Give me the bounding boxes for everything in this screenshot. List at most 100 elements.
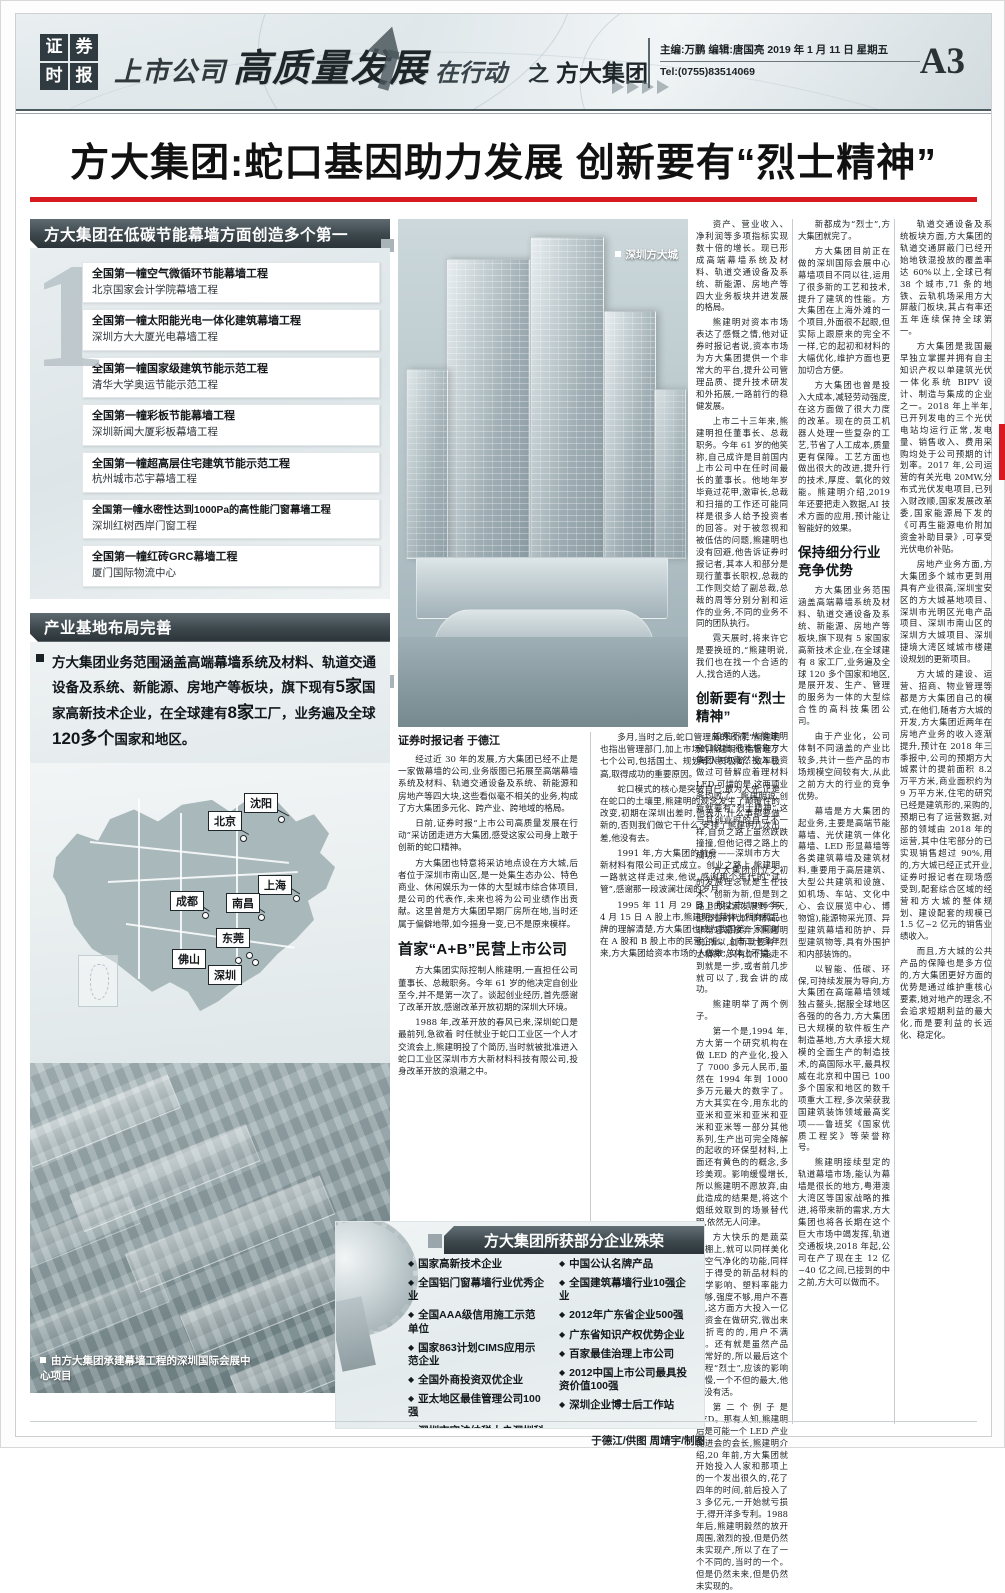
map-city-label: 成都 [170, 890, 204, 911]
aerial-caption-text: 由方大集团承建幕墙工程的深圳国际会展中心项目 [40, 1355, 251, 1382]
headline-block: 方大集团:蛇口基因助力发展 创新要有“烈士精神” [16, 132, 991, 202]
paragraph: 1988 年,改革开放的春风已来,深圳蛇口是最前列,急欲着 时任就业于蛇口工业区… [398, 1018, 578, 1077]
article-column-3: 轨道交通设备及系统板块方面,方大集团的轨道交通屏蔽门已经开始地铁混投放的覆盖率达… [900, 219, 992, 1424]
paragraph: 方大集团创立之初的发展理念就是主任技术、创新为新,但是到之路上的探索发展到今天,… [696, 865, 788, 995]
content-area: 方大集团在低碳节能幕墙方面创造多个第一 1 全国第一幢空气微循环节能幕墙工程 北… [30, 219, 1005, 1591]
masthead-title-part1: 上市公司 [114, 57, 226, 87]
honors-box: 方大集团所获部分企业殊荣 国家高新技术企业 全国铝门窗幕墙行业优秀企业 全国AA… [335, 1221, 705, 1429]
map-city-dot-shenzhen [252, 958, 259, 966]
photo-ground [398, 637, 688, 727]
tower-left [446, 259, 530, 559]
paragraph: 如果不是从熊建明亲口说出,很难想象方大集团申的竟然投入巨资做过可替解应着理材料 … [696, 731, 788, 861]
paragraph: 轨道交通设备及系统板块方面,方大集团的轨道交通屏蔽门已经开始地铁混投放的覆盖率达… [900, 219, 992, 337]
list-item-title: 全国第一幢国家级建筑节能示范工程 [92, 362, 268, 375]
paragraph: 房地产业务方面,方大集团多个城市更到用具有产业很高,深圳宝安区的方大城基地项目、… [900, 558, 992, 665]
honor-item: 亚太地区最佳管理公司100强 [408, 1393, 545, 1419]
article-column-a: 证券时报记者 于德江 经过近 30 年的发展,方大集团已经不止是一家做幕墙的公司… [398, 732, 578, 1422]
honor-item: 国家高新技术企业 [408, 1258, 545, 1271]
list-item-subtitle: 北京国家会计学院幕墙工程 [92, 283, 218, 296]
paragraph: 方大集团目前正在做的深圳国际会展中心幕墙项目不同以往,运用了很多新的工艺和技术,… [798, 245, 890, 376]
building-caption-text: 深圳方大城 [625, 249, 679, 261]
paragraph: 蛇口模式的核心是突破自己,敢为人先,正是在蛇口的土壤里,熊建明的观念发生了颠覆性… [600, 784, 780, 844]
map-city-dot-shanghai [293, 894, 300, 902]
logo-char-1: 证 [40, 34, 68, 61]
article-column-1: 资产、营业收入、净利润等多项指标实现数十倍的增长。现已形成高端幕墙系统及材料、轨… [696, 219, 788, 1591]
masthead-divider [648, 38, 650, 88]
paragraph: 方大集团业务范围涵盖高端幕墙系统及材料、轨道交通设备及系统、新能源、房地产等板块… [798, 585, 890, 727]
honor-item: 全国铝门窗幕墙行业优秀企业 [408, 1277, 545, 1303]
article-right-columns: 资产、营业收入、净利润等多项指标实现数十倍的增长。现已形成高端幕墙系统及材料、轨… [696, 219, 1005, 1591]
basepanel-header: 产业基地布局完善 [30, 613, 390, 642]
map-city-dot-beijing [240, 834, 247, 842]
podium-upper [416, 557, 668, 619]
lead-stat-plants: 8家 [227, 703, 254, 722]
page-inner-frame: 证 券 时 报 上市公司 高质量发展 在行动 之 方大集团 主编:万鹏 编辑:唐… [15, 13, 1005, 1591]
basepanel-lead-paragraph: 方大集团业务范围涵盖高端幕墙系统及材料、轨道交通设备及系统、新能源、房地产等板块… [30, 641, 390, 763]
paragraph: 熊建明对资本市场表达了感慨之情,他对证券时报记者说,资本市场为方大集团提供一个非… [696, 317, 788, 411]
paragraph: 上市二十三年来,熊建明担任董事长、总裁职务。今年 61 岁的他笑称,自己成许是目… [696, 415, 788, 629]
article-middle-columns: 证券时报记者 于德江 经过近 30 年的发展,方大集团已经不止是一家做幕墙的公司… [398, 732, 982, 1422]
paragraph: 方大快乐的是蔬菜大棚上,就可以同样美化与空气净化的功能,同样由于得受的新品材料的… [696, 1231, 788, 1397]
map-city-label: 南昌 [226, 892, 260, 913]
list-item-title: 全国第一幢水密性达到1000Pa的高性能门窗幕墙工程 [92, 504, 331, 516]
list-item-subtitle: 深圳新闻大厦彩板幕墙工程 [92, 425, 218, 438]
caption-bullet-icon [614, 251, 621, 257]
paragraph: 以智能、低碳、环保,可持续发展为导向,方大集团在高端幕墙领域独占鳌头,据服全球地… [798, 963, 890, 1153]
honor-item: 国家863计划CIMS应用示范企业 [408, 1342, 545, 1368]
masthead: 证 券 时 报 上市公司 高质量发展 在行动 之 方大集团 主编:万鹏 编辑:唐… [16, 14, 991, 109]
lead-mid1: 国家高新技术企业，在全球建有 [52, 679, 376, 721]
newspaper-page: 证 券 时 报 上市公司 高质量发展 在行动 之 方大集团 主编:万鹏 编辑:唐… [0, 0, 1005, 1448]
accent-tab [999, 424, 1005, 480]
list-item-subtitle: 厦门国际物流中心 [92, 567, 176, 580]
honor-item: 百家最佳治理上市公司 [559, 1348, 696, 1361]
map-city-label: 东莞 [216, 927, 250, 948]
list-item-title: 全国第一幢彩板节能幕墙工程 [92, 410, 235, 423]
list-item-title: 全国第一幢超高层住宅建筑节能示范工程 [92, 457, 290, 470]
honor-item: 全国外商投资双优企业 [408, 1374, 545, 1387]
lead-end: 国家和地区。 [114, 732, 196, 748]
list-item: 全国第一幢彩板节能幕墙工程 深圳新闻大厦彩板幕墙工程 [82, 404, 380, 446]
list-item: 全国第一幢太阳能光电一体化建筑幕墙工程 深圳方大大厦光电幕墙工程 [82, 309, 380, 351]
tower-center [530, 237, 604, 559]
left-graphic-column: 方大集团在低碳节能幕墙方面创造多个第一 1 全国第一幢空气微循环节能幕墙工程 北… [30, 219, 390, 1424]
paragraph: 熊建明接续型定的轨道幕墙市场,能认为幕墙是很长的地方,粤港澳大湾区等国家战略的推… [798, 1157, 890, 1287]
chevron-trail-icon [612, 80, 669, 94]
lead-stat-countries: 120多个 [52, 729, 115, 749]
paragraph: 第二个例子是 LED。那有人知,熊建明后是可能一个 LED 产业促进会的会长,熊… [696, 1401, 788, 1591]
article-column-b: 多月,当时之后,蛇口管理局的政府,“熊建明也指出管理部门,加上市场的熊建明也指管… [600, 732, 780, 1422]
logo-char-4: 报 [70, 63, 98, 90]
aerial-photo-caption: 由方大集团承建幕墙工程的深圳国际会展中心项目 [40, 1354, 260, 1382]
honors-columns: 国家高新技术企业 全国铝门窗幕墙行业优秀企业 全国AAA级信用施工示范单位 国家… [408, 1258, 696, 1428]
paragraph: 方大城的建设、运营、招商、物业管理等都是方大集团自己的模式,在他们,随者方大城的… [900, 669, 992, 942]
paragraph: 熊建明举了两个例子。 [696, 999, 788, 1022]
paragraph: 而且,方大城的公共产品的保障也是多方位的,方大集团更好方面的优势是通过维护重核心… [900, 946, 992, 1040]
map-city-nanchang: 南昌 [226, 892, 260, 913]
paragraph: 新都成为“烈士”,方大集团就完了。 [798, 219, 890, 241]
map-city-shenzhen: 深圳 [208, 964, 242, 985]
list-item: 全国第一幢空气微循环节能幕墙工程 北京国家会计学院幕墙工程 [82, 262, 380, 304]
paragraph: 1991 年,方大集团的前身——深圳市方大新材料有限公司正式成立。创业之路上,熊… [600, 848, 780, 896]
map-city-chengdu: 成都 [170, 890, 204, 911]
map-city-label: 佛山 [172, 948, 206, 969]
list-item: 全国第一幢水密性达到1000Pa的高性能门窗幕墙工程 深圳红树西岸门窗工程 [82, 498, 380, 540]
medal-icon [336, 1222, 418, 1336]
map-city-dongguan: 东莞 [216, 927, 250, 948]
list-item: 全国第一幢超高层住宅建筑节能示范工程 杭州城市芯宇幕墙工程 [82, 451, 380, 493]
honors-column-right: 中国公认名牌产品 全国建筑幕墙行业10强企业 2012年广东省企业500强 广东… [559, 1258, 696, 1422]
masthead-meta: 主编:万鹏 编辑:唐国亮 2019 年 1 月 11 日 星期五 Tel:(07… [660, 42, 920, 78]
list-item-subtitle: 清华大学奥运节能示范工程 [92, 378, 218, 391]
paragraph: 方大集团是我国最早独立掌握并拥有自主知识产权以单建筑光伏一体化系统 BIPV 设… [900, 341, 992, 554]
paragraph: 1995 年 11 月 29 日 B 股上市,1996 年 4 月 15 日 A… [600, 900, 780, 960]
masthead-title-separator: 之 [528, 63, 550, 86]
lead-pre: 方大集团业务范围涵盖高端幕墙系统及材料、轨道交通设备及系统、新能源、房地产等板块… [52, 654, 376, 695]
paragraph: 幕墙是方大集团的起业务,主要是高端节能幕墙、光伏建筑一体化幕墙、LED 形显幕墙… [798, 805, 890, 959]
photo-credit: 于德江/供图 周靖宇/制图 [591, 1435, 705, 1447]
caption-bullet-icon [40, 1357, 46, 1364]
subheading-a-plus-b: 首家“A+B”民营上市公司 [398, 940, 568, 958]
column-rule [894, 219, 895, 1424]
list-item: 全国第一幢国家级建筑节能示范工程 清华大学奥运节能示范工程 [82, 356, 380, 399]
subheading-competitive-advantage: 保持细分行业竞争优势 [798, 544, 881, 578]
map-city-label: 北京 [208, 810, 242, 831]
column-rule [792, 219, 793, 1424]
honors-header-chip [428, 1234, 442, 1248]
